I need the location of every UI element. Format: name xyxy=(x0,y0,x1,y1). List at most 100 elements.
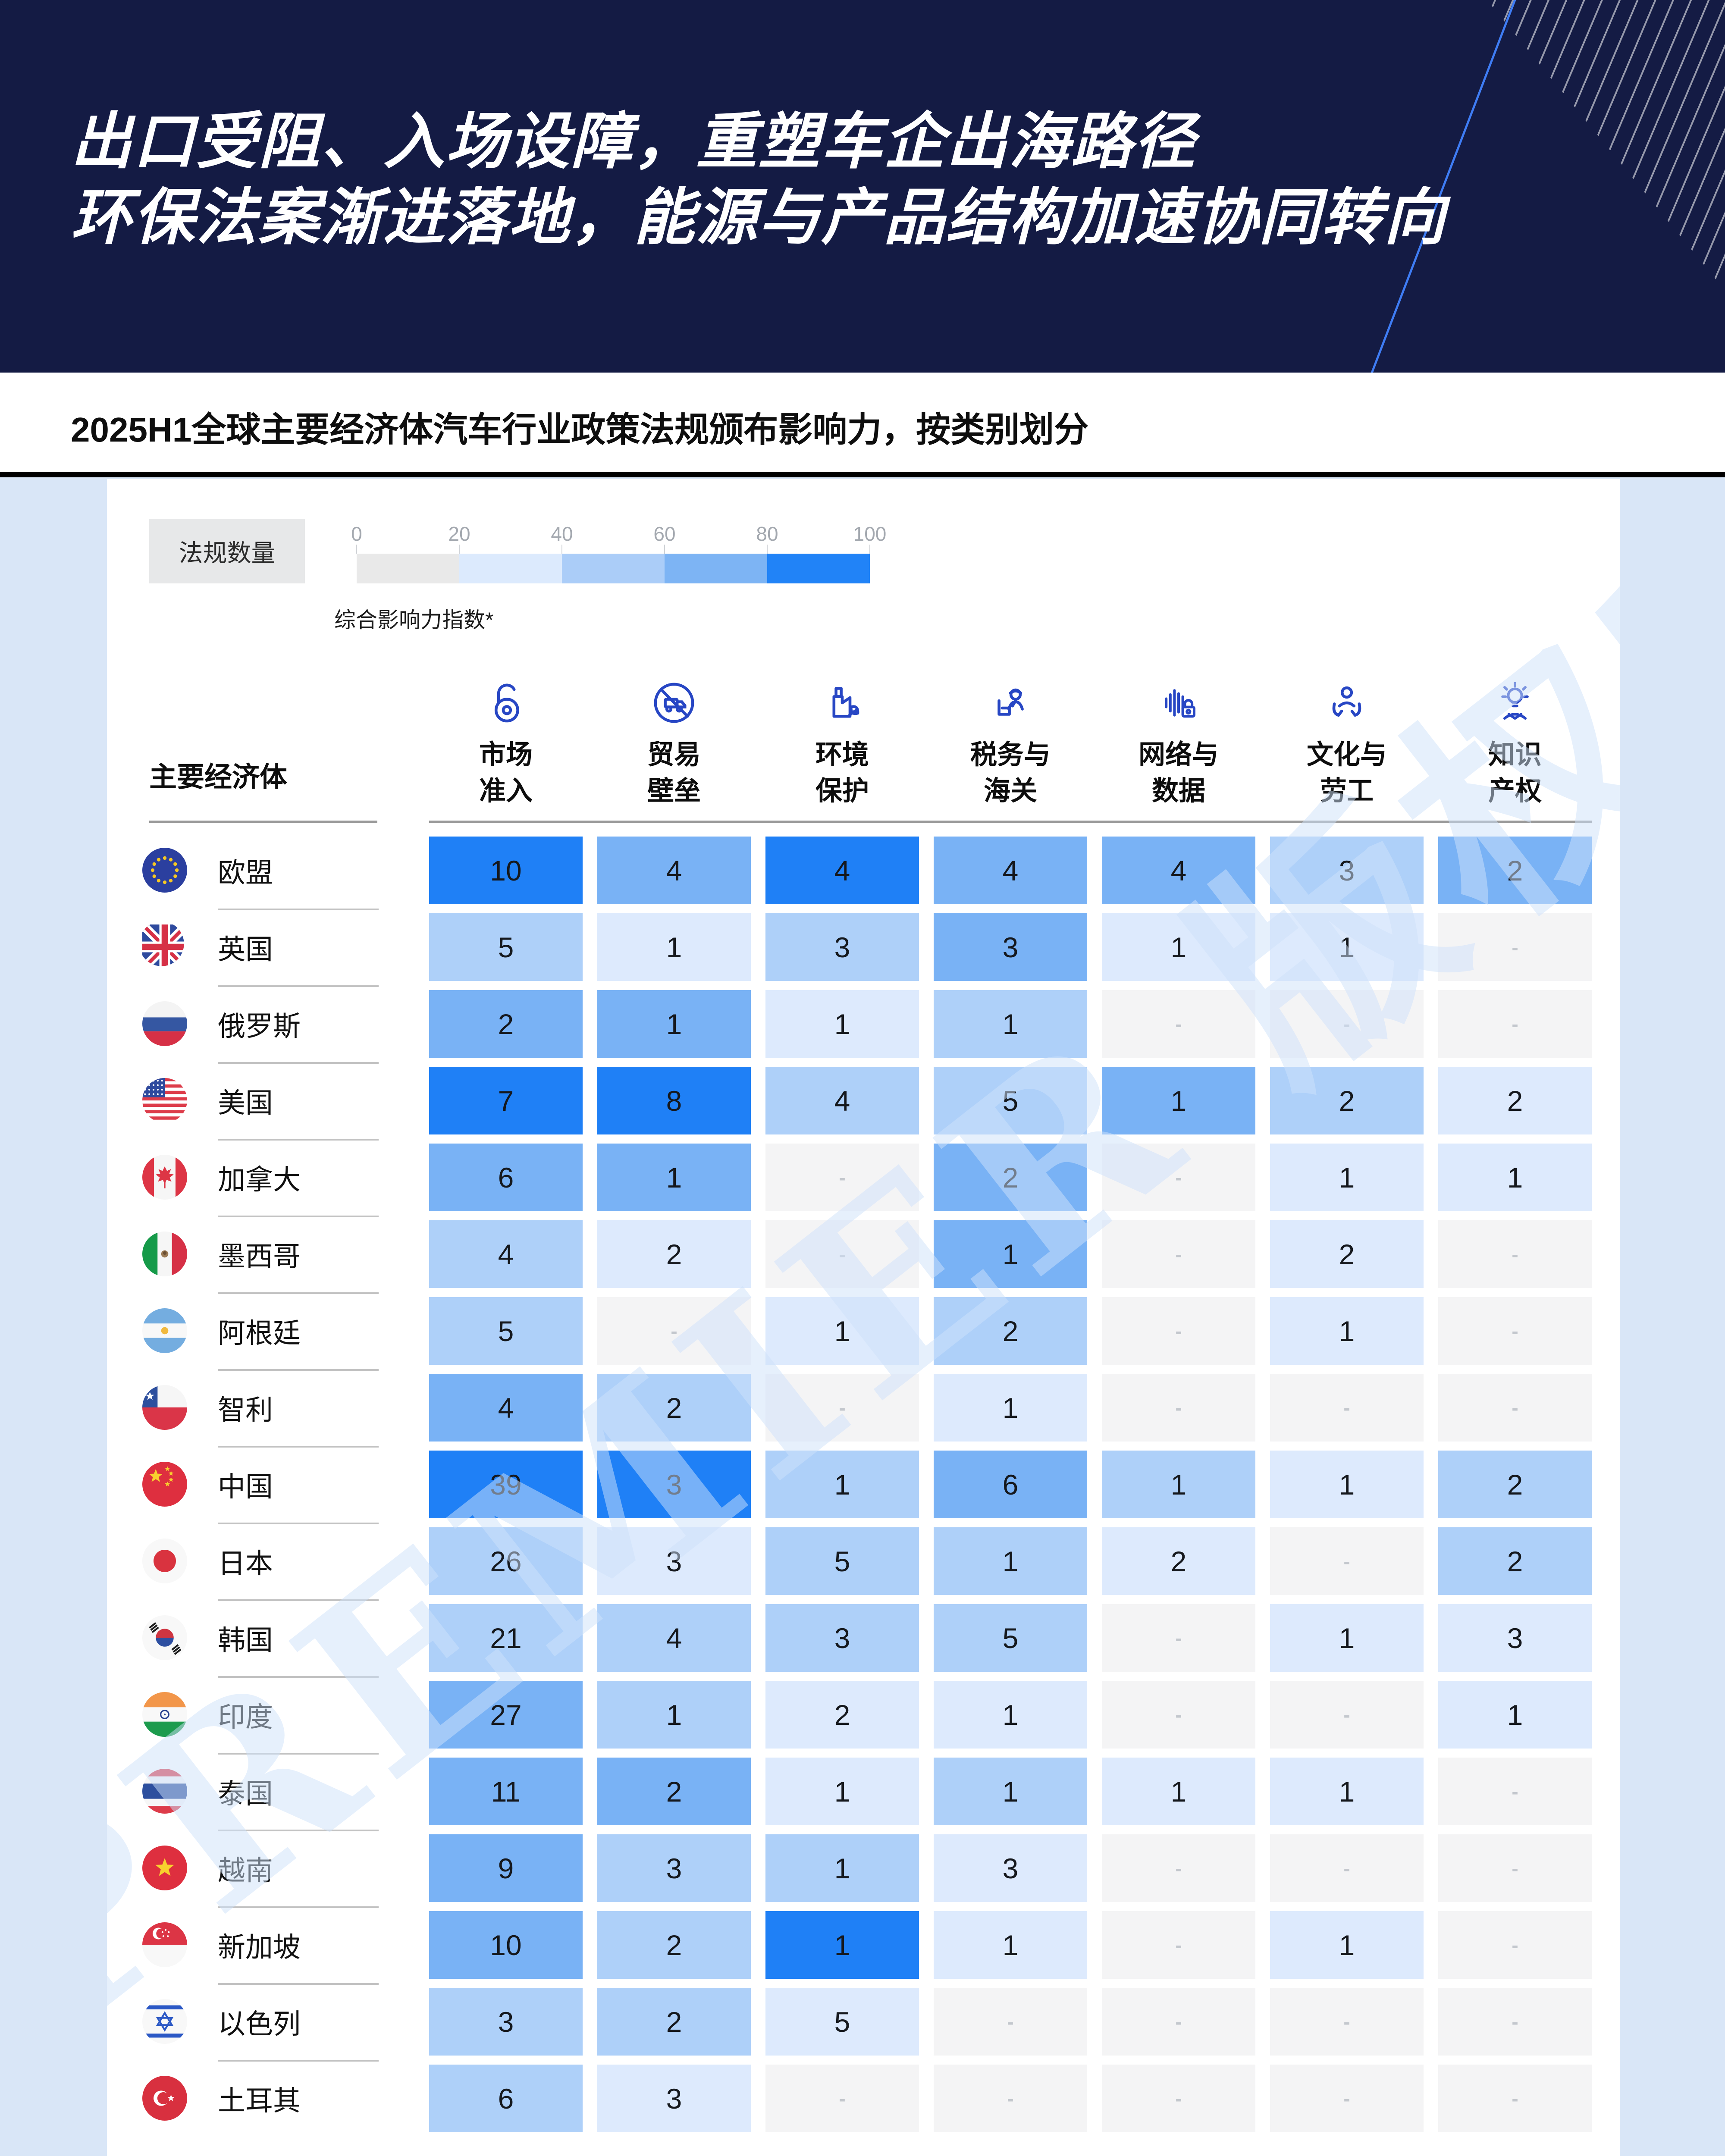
economy-name: 新加坡 xyxy=(218,1931,301,1963)
divider-rule xyxy=(0,472,1725,477)
heatmap-cell: - xyxy=(1102,1297,1255,1365)
heatmap-cell: - xyxy=(1102,1374,1255,1442)
jp-flag-icon xyxy=(142,1539,187,1583)
heatmap-cell: - xyxy=(1438,1834,1592,1902)
heatmap-cell: 6 xyxy=(934,1451,1087,1518)
legend-tick-mark xyxy=(767,545,768,554)
heatmap-cell: - xyxy=(1438,1297,1592,1365)
heatmap-cell: - xyxy=(1270,1834,1424,1902)
legend-index-label: 综合影响力指数* xyxy=(334,608,494,632)
heatmap-cell: 3 xyxy=(597,2065,751,2132)
ru-flag-icon xyxy=(142,1001,187,1046)
heatmap-cell: 3 xyxy=(429,1988,583,2056)
heatmap-cell: 6 xyxy=(429,1144,583,1211)
heatmap-cell: 1 xyxy=(765,1451,919,1518)
heatmap-cell: 4 xyxy=(765,837,919,904)
heatmap-cell: 2 xyxy=(1438,1527,1592,1595)
heatmap-cell: 1 xyxy=(1270,1758,1424,1825)
factory-leaf-icon xyxy=(758,677,926,733)
heatmap-cell: 1 xyxy=(765,1834,919,1902)
page-title-line1: 出口受阻、入场设障，重塑车企出海路径 xyxy=(71,106,1196,177)
heatmap-cell: - xyxy=(1102,1144,1255,1211)
heatmap-cell: - xyxy=(1102,1681,1255,1749)
row-divider xyxy=(218,2060,379,2062)
il-flag-icon xyxy=(142,1999,187,2044)
heatmap-cell: 1 xyxy=(934,1527,1087,1595)
legend-tick-mark xyxy=(561,545,562,554)
eu-flag-icon xyxy=(142,848,187,893)
legend-scale-segment xyxy=(767,554,870,583)
legend-tick-label: 0 xyxy=(351,523,362,545)
cn-flag-icon xyxy=(142,1462,187,1507)
heatmap-cell: 4 xyxy=(765,1067,919,1134)
legend-count-label: 法规数量 xyxy=(149,519,305,583)
heatmap-cell: 2 xyxy=(429,990,583,1058)
legend-scale-segment xyxy=(357,554,459,583)
legend-tick-mark xyxy=(459,545,460,554)
heatmap-cell: - xyxy=(1438,1758,1592,1825)
subtitle-band: 2025H1全球主要经济体汽车行业政策法规颁布影响力，按类别划分 xyxy=(0,373,1725,472)
row-divider xyxy=(218,1446,379,1448)
page-title-line2: 环保法案渐进落地，能源与产品结构加速协同转向 xyxy=(71,182,1446,253)
heatmap-cell: 1 xyxy=(1270,913,1424,981)
heatmap-cell: 8 xyxy=(597,1067,751,1134)
heatmap-cell: - xyxy=(1102,2065,1255,2132)
page-title: 出口受阻、入场设障，重塑车企出海路径 环保法案渐进落地，能源与产品结构加速协同转… xyxy=(71,103,1446,255)
column-header-label: 网络与 数据 xyxy=(1138,740,1219,806)
heatmap-cell: - xyxy=(1102,1988,1255,2056)
heatmap-cell: - xyxy=(1438,1988,1592,2056)
heatmap-cell: 6 xyxy=(429,2065,583,2132)
legend-tick-label: 40 xyxy=(551,523,573,545)
row-divider xyxy=(218,1062,379,1064)
legend-scale-segment xyxy=(562,554,665,583)
legend-color-scale xyxy=(357,554,870,583)
heatmap-cell: - xyxy=(1102,1911,1255,1979)
no-truck-icon xyxy=(590,677,758,733)
page-header: 出口受阻、入场设障，重塑车企出海路径 环保法案渐进落地，能源与产品结构加速协同转… xyxy=(0,0,1725,373)
heatmap-cell: 1 xyxy=(1270,1144,1424,1211)
content-area: 法规数量 0 20 40 60 80 100 综合影响力指数* 主要经济体 市场 准入 贸易壁… xyxy=(0,477,1725,2156)
heatmap-cell: 1 xyxy=(934,1911,1087,1979)
economy-name: 日本 xyxy=(218,1548,273,1579)
heatmap-cell: 1 xyxy=(597,990,751,1058)
heatmap-cell: - xyxy=(765,2065,919,2132)
legend-tick-label: 100 xyxy=(853,523,887,545)
ar-flag-icon xyxy=(142,1308,187,1353)
us-flag-icon xyxy=(142,1078,187,1123)
economy-name: 以色列 xyxy=(218,2008,301,2040)
row-divider xyxy=(218,1292,379,1294)
legend-tick-mark xyxy=(664,545,665,554)
column-header-label: 贸易 壁垒 xyxy=(647,740,701,806)
heatmap-cell: - xyxy=(1438,913,1592,981)
heatmap-cell: 5 xyxy=(765,1527,919,1595)
heatmap-cell: 3 xyxy=(765,913,919,981)
heatmap-cell: 1 xyxy=(1102,1067,1255,1134)
chart-subtitle: 2025H1全球主要经济体汽车行业政策法规颁布影响力，按类别划分 xyxy=(71,411,1089,449)
economy-name: 加拿大 xyxy=(218,1164,301,1195)
heatmap-cell: 1 xyxy=(1270,1911,1424,1979)
heatmap-cell: - xyxy=(1270,1527,1424,1595)
heatmap-cell: 1 xyxy=(1102,913,1255,981)
legend-tick-mark xyxy=(356,545,357,554)
heatmap-cell: - xyxy=(1438,1220,1592,1288)
legend-tick-label: 80 xyxy=(756,523,778,545)
heatmap-cell: - xyxy=(1270,2065,1424,2132)
heatmap-cell: 4 xyxy=(934,837,1087,904)
heatmap-cell: 1 xyxy=(934,1374,1087,1442)
heatmap-cell: 1 xyxy=(765,990,919,1058)
heatmap-cell: - xyxy=(1102,1834,1255,1902)
header-divider-right xyxy=(429,821,1592,823)
row-divider xyxy=(218,1906,379,1908)
economy-name: 智利 xyxy=(218,1394,273,1426)
heatmap-cell: - xyxy=(765,1220,919,1288)
heatmap-cell: - xyxy=(1270,990,1424,1058)
heatmap-cell: 5 xyxy=(429,913,583,981)
heatmap-cell: 1 xyxy=(934,990,1087,1058)
in-flag-icon xyxy=(142,1692,187,1737)
economy-name: 越南 xyxy=(218,1855,273,1886)
heatmap-cell: 4 xyxy=(1102,837,1255,904)
heatmap-cell: 1 xyxy=(1270,1451,1424,1518)
heatmap-cell: - xyxy=(1102,990,1255,1058)
economy-name: 墨西哥 xyxy=(218,1241,301,1272)
